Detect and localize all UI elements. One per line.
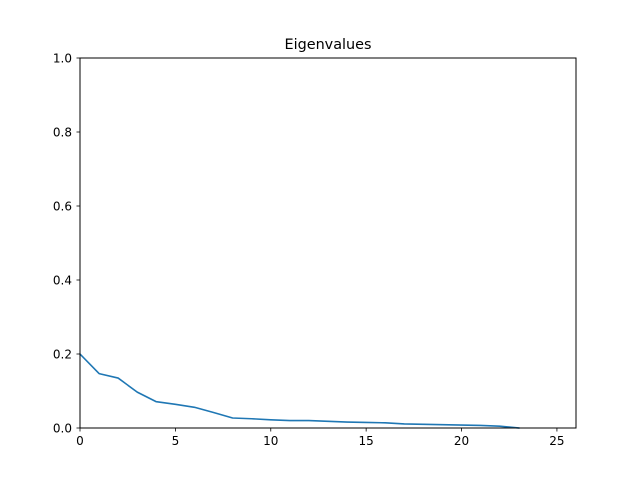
x-tick-label: 25 — [549, 434, 564, 448]
series-layer — [78, 352, 520, 429]
x-tick-label: 15 — [359, 434, 374, 448]
x-tick-label: 5 — [172, 434, 180, 448]
y-tick-label: 0.2 — [53, 347, 72, 361]
x-tick-label: 0 — [76, 434, 84, 448]
x-tick-label: 10 — [263, 434, 278, 448]
chart-title: Eigenvalues — [284, 37, 371, 53]
y-tick-label: 0.4 — [53, 273, 72, 287]
x-tick-label: 20 — [454, 434, 469, 448]
y-tick-label: 0.8 — [53, 125, 72, 139]
x-axis: 0 5 10 15 20 25 — [76, 428, 565, 448]
y-tick-label: 1.0 — [53, 51, 72, 65]
eigenvalue-series-line — [78, 352, 520, 429]
y-tick-label: 0.0 — [53, 421, 72, 435]
y-axis: 0.0 0.2 0.4 0.6 0.8 1.0 — [53, 51, 80, 435]
y-tick-label: 0.6 — [53, 199, 72, 213]
plot-frame — [79, 57, 577, 429]
